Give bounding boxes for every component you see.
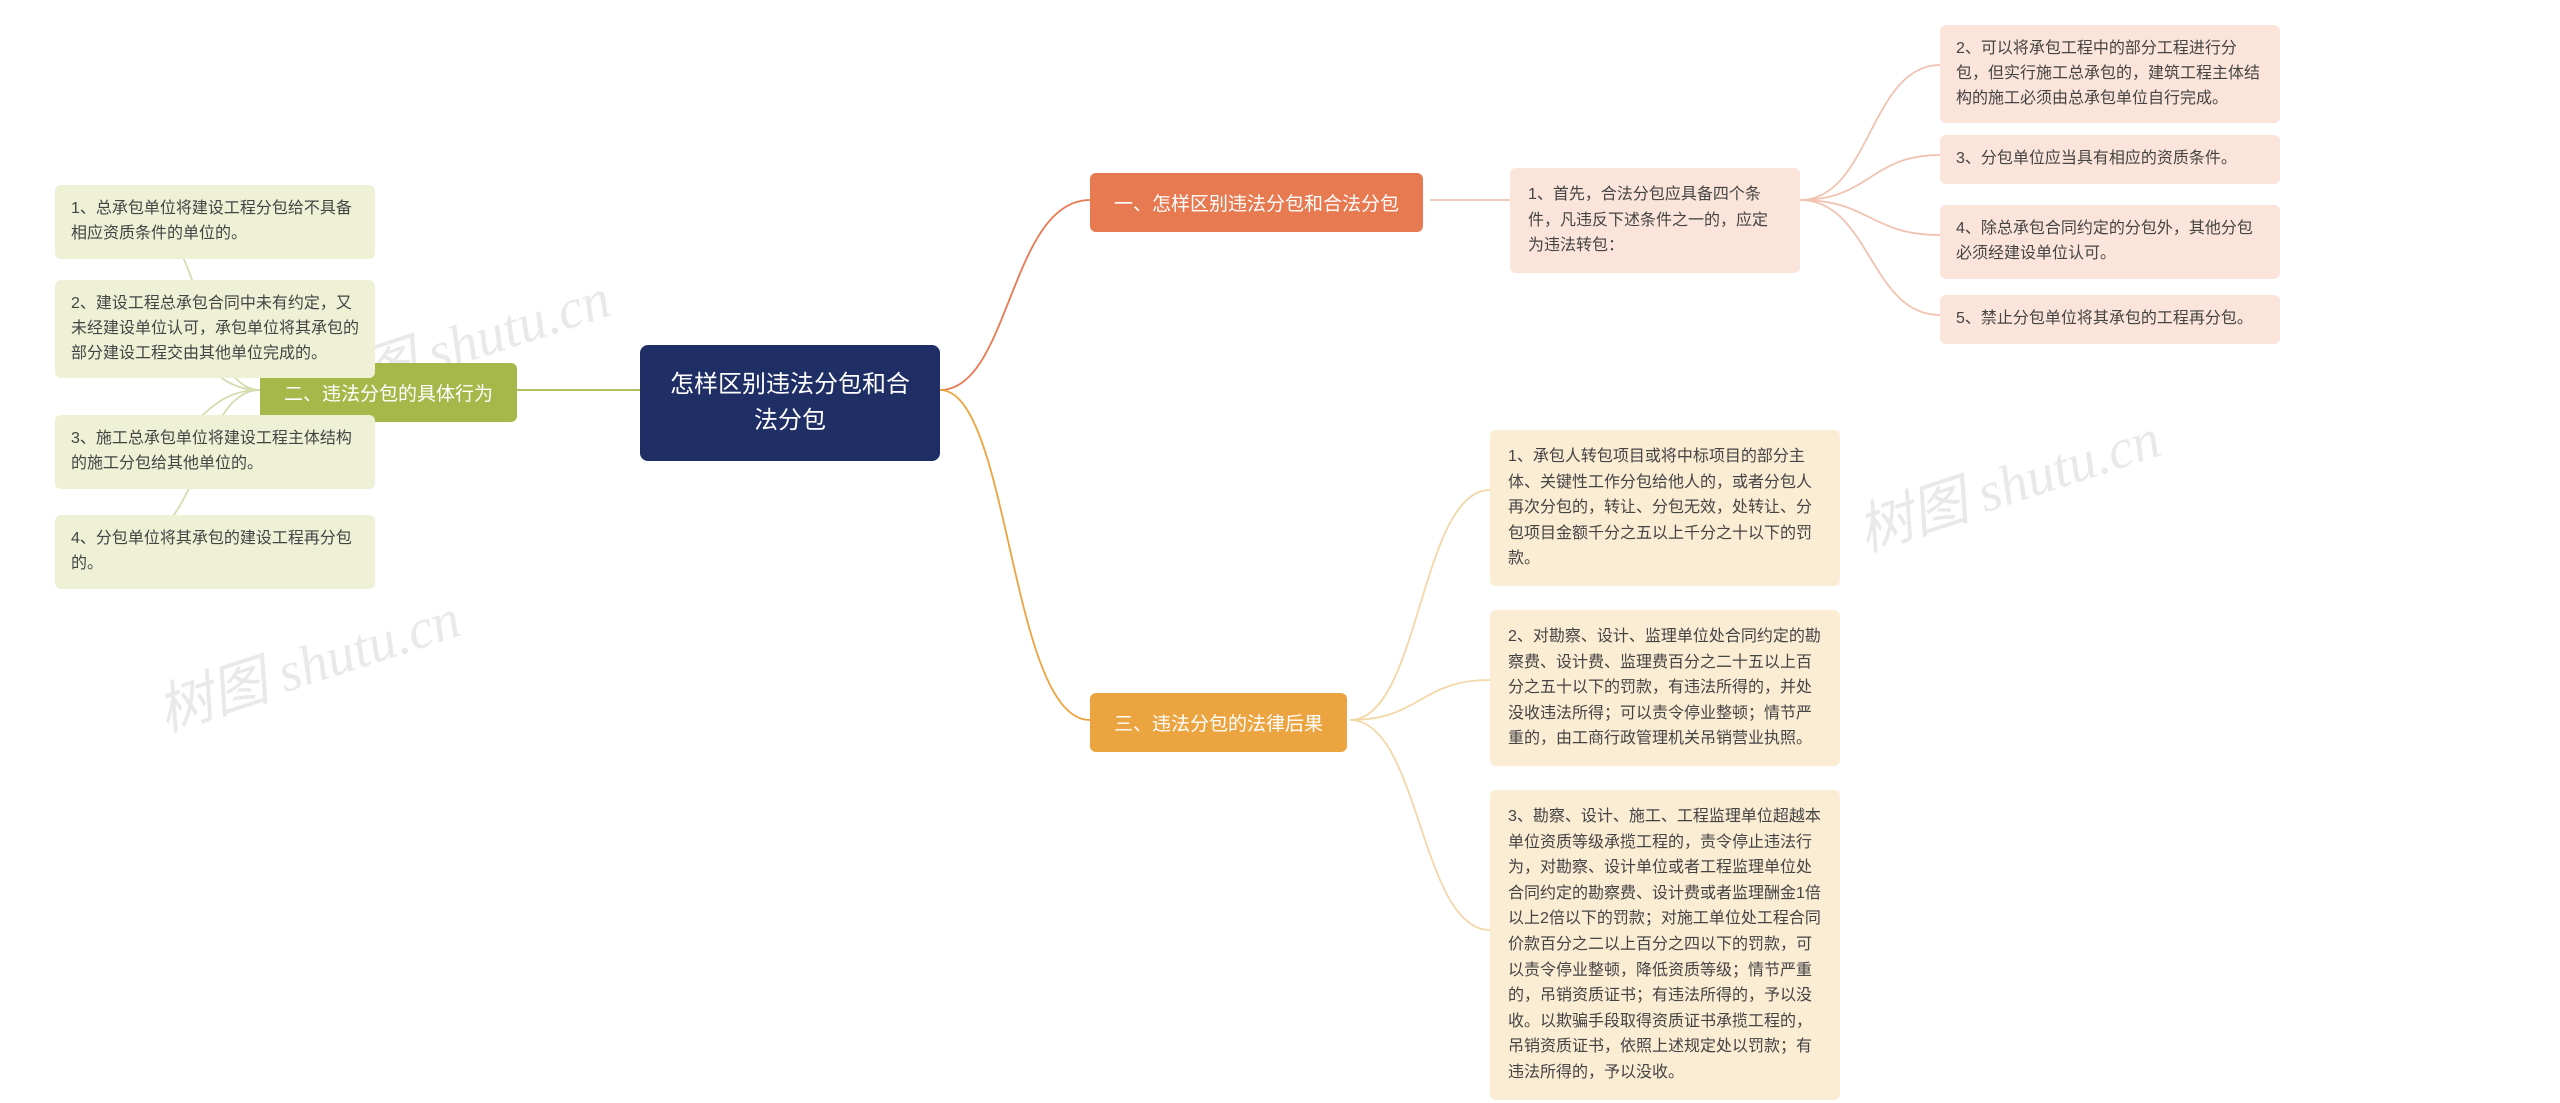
branch-2-leaf-2[interactable]: 2、建设工程总承包合同中未有约定，又未经建设单位认可，承包单位将其承包的部分建设… — [55, 280, 375, 378]
branch-1-intermediate[interactable]: 1、首先，合法分包应具备四个条件，凡违反下述条件之一的，应定为违法转包： — [1510, 168, 1800, 273]
mindmap-canvas: 树图 shutu.cn 树图 shutu.cn 树图 shutu.cn 怎样区别… — [0, 0, 2560, 1103]
branch-2-leaf-3[interactable]: 3、施工总承包单位将建设工程主体结构的施工分包给其他单位的。 — [55, 415, 375, 489]
branch-2-leaf-4[interactable]: 4、分包单位将其承包的建设工程再分包的。 — [55, 515, 375, 589]
branch-2-leaf-1[interactable]: 1、总承包单位将建设工程分包给不具备相应资质条件的单位的。 — [55, 185, 375, 259]
watermark: 树图 shutu.cn — [1845, 393, 2169, 567]
branch-1[interactable]: 一、怎样区别违法分包和合法分包 — [1090, 173, 1423, 232]
branch-3-leaf-1[interactable]: 1、承包人转包项目或将中标项目的部分主体、关键性工作分包给他人的，或者分包人再次… — [1490, 430, 1840, 586]
root-node[interactable]: 怎样区别违法分包和合法分包 — [640, 345, 940, 461]
branch-3-leaf-3[interactable]: 3、勘察、设计、施工、工程监理单位超越本单位资质等级承揽工程的，责令停止违法行为… — [1490, 790, 1840, 1100]
watermark: 树图 shutu.cn — [145, 573, 469, 747]
branch-3-leaf-2[interactable]: 2、对勘察、设计、监理单位处合同约定的勘察费、设计费、监理费百分之二十五以上百分… — [1490, 610, 1840, 766]
branch-1-leaf-3[interactable]: 4、除总承包合同约定的分包外，其他分包必须经建设单位认可。 — [1940, 205, 2280, 279]
branch-1-leaf-1[interactable]: 2、可以将承包工程中的部分工程进行分包，但实行施工总承包的，建筑工程主体结构的施… — [1940, 25, 2280, 123]
branch-3[interactable]: 三、违法分包的法律后果 — [1090, 693, 1347, 752]
branch-1-leaf-2[interactable]: 3、分包单位应当具有相应的资质条件。 — [1940, 135, 2280, 184]
branch-1-leaf-4[interactable]: 5、禁止分包单位将其承包的工程再分包。 — [1940, 295, 2280, 344]
